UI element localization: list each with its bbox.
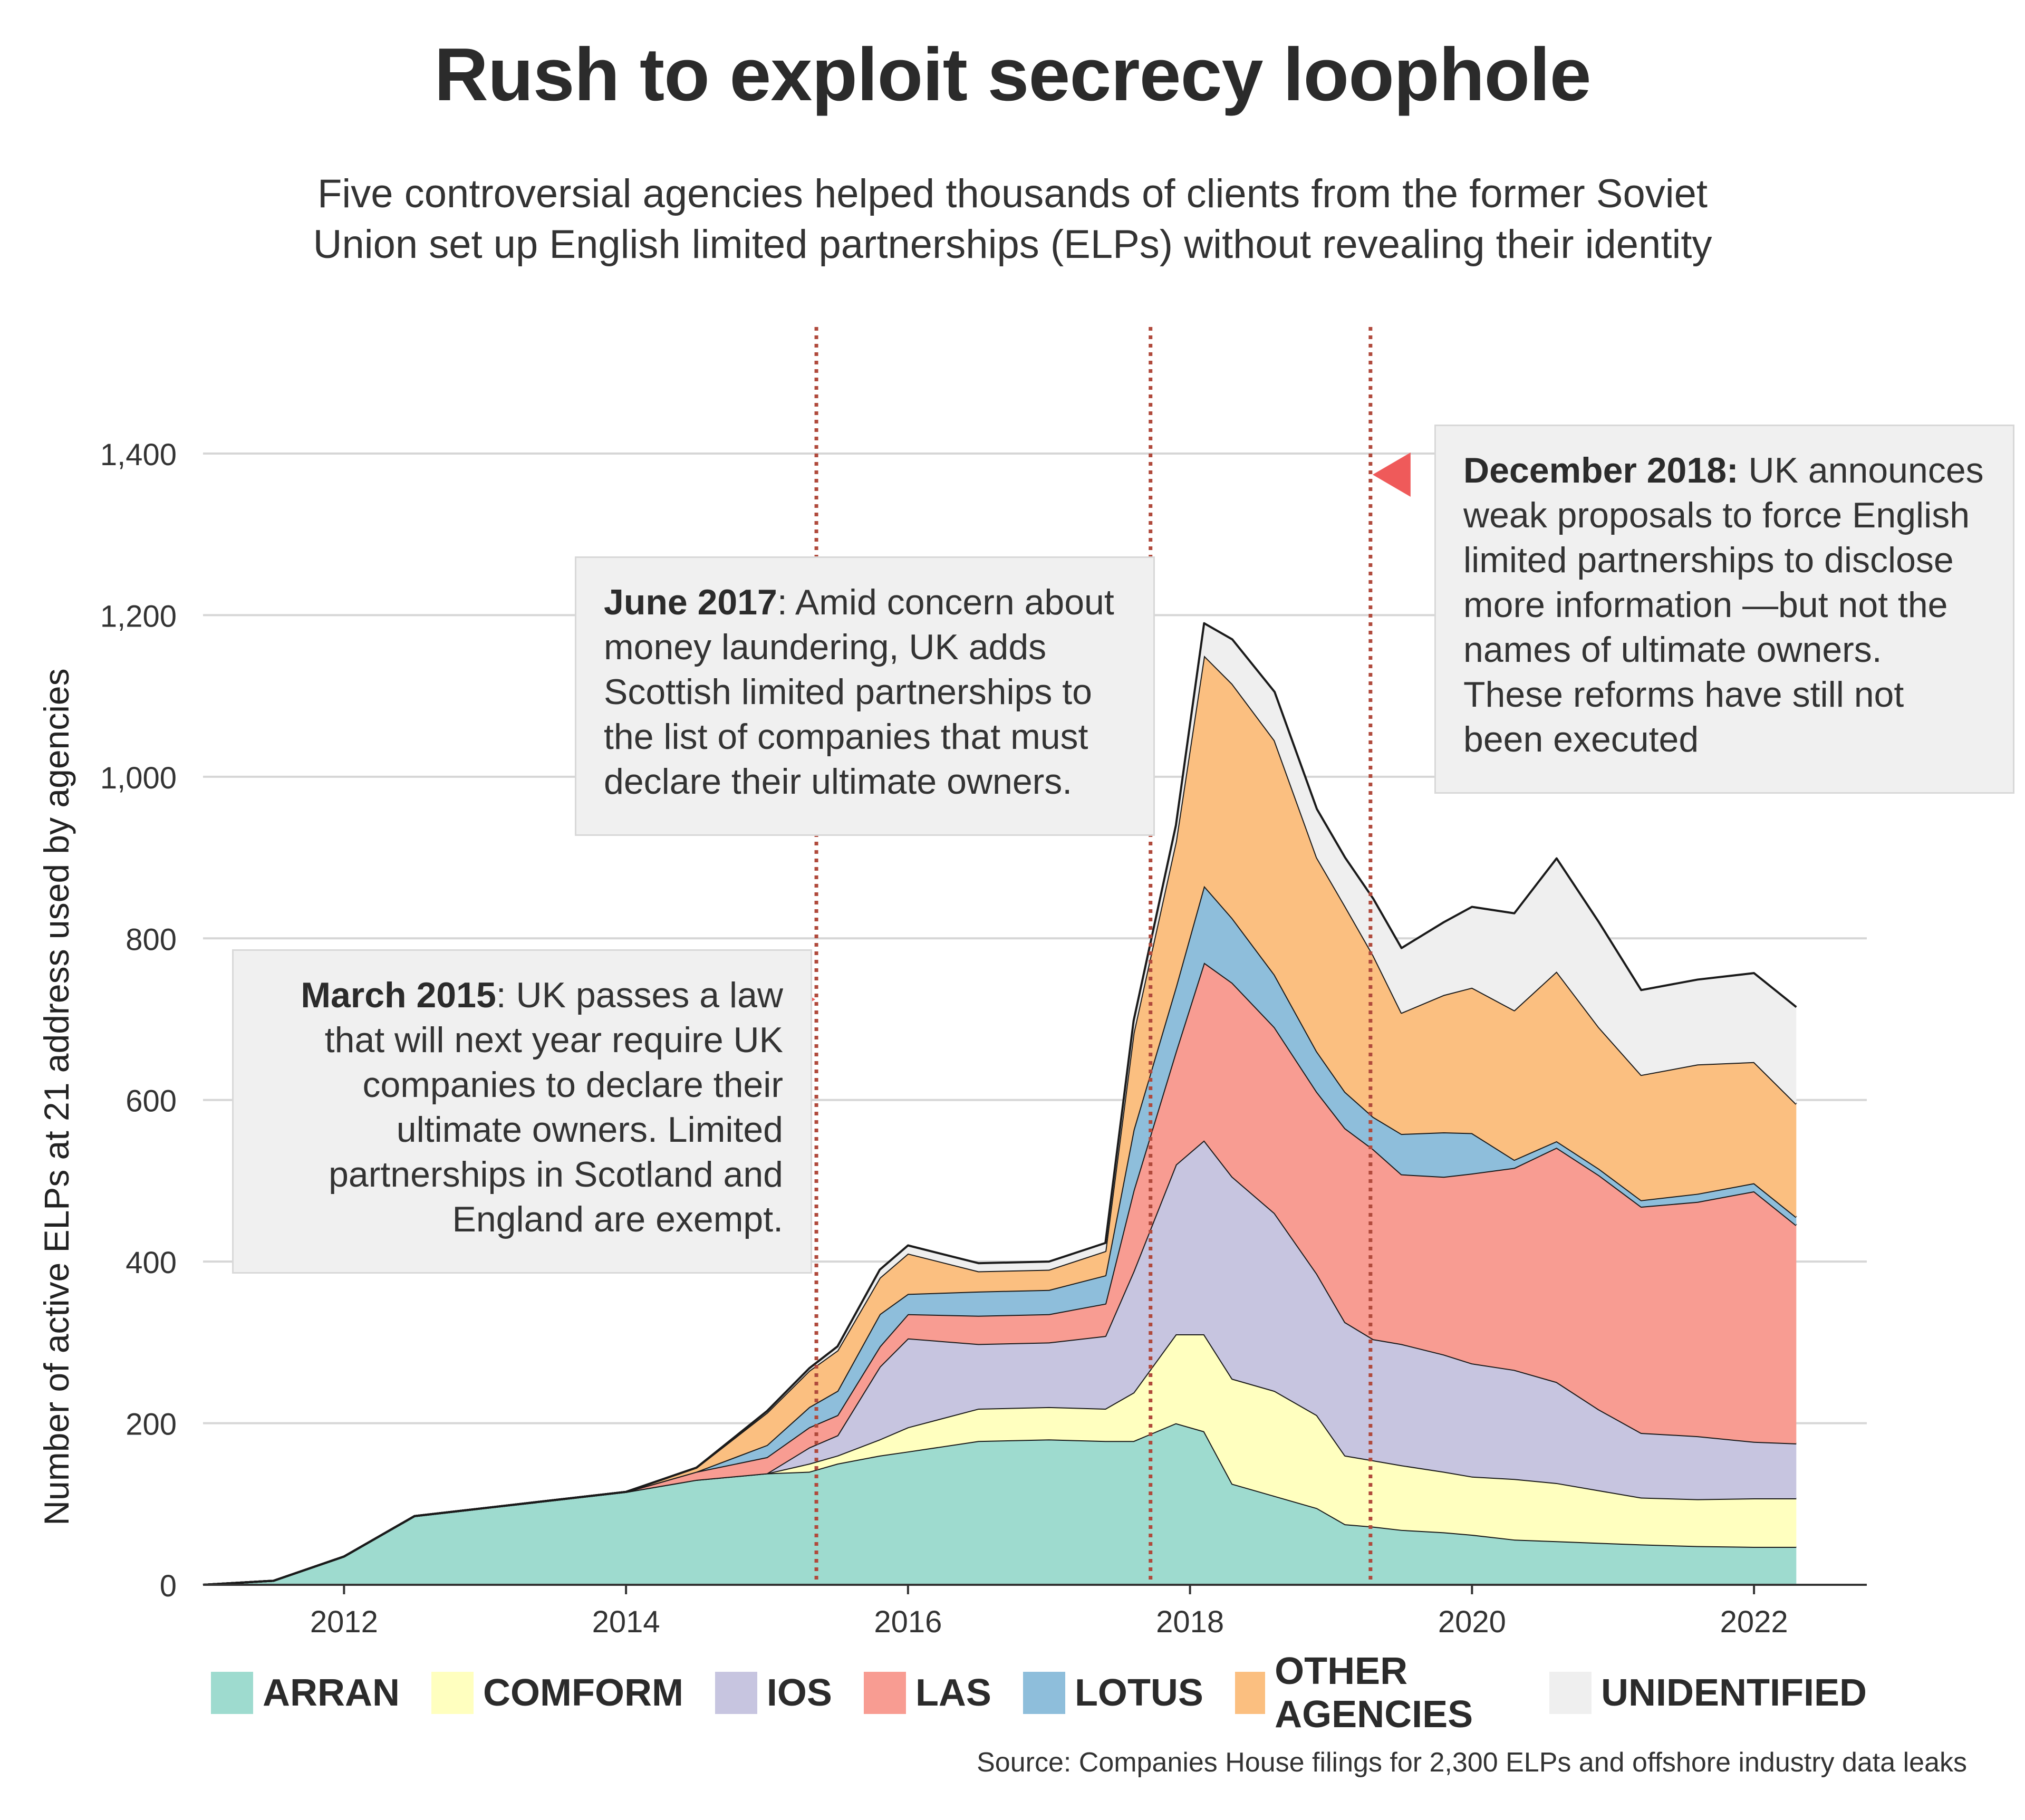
subtitle-line-2: Union set up English limited partnership… bbox=[313, 222, 1712, 267]
series-areas bbox=[202, 622, 1797, 1586]
y-axis-label: Number of active ELPs at 21 address used… bbox=[37, 668, 76, 1525]
annotation-december-2018: December 2018: UK announces weak proposa… bbox=[1434, 425, 2014, 794]
chart-title: Rush to exploit secrecy loophole bbox=[434, 33, 1591, 117]
legend-label: UNIDENTIFIED bbox=[1601, 1672, 1867, 1714]
source-note: Source: Companies House filings for 2,30… bbox=[977, 1747, 1967, 1778]
y-tick-label: 200 bbox=[126, 1408, 177, 1442]
legend-swatch bbox=[863, 1672, 906, 1714]
marker-december-2018 bbox=[1372, 452, 1411, 497]
annotation-june-2017-text: : Amid concern about money laundering, U… bbox=[604, 582, 1114, 802]
legend-label: ARRAN bbox=[263, 1672, 400, 1714]
y-tick-label: 400 bbox=[126, 1246, 177, 1280]
area-ios bbox=[203, 1140, 1797, 1585]
legend-item-ios: IOS bbox=[715, 1671, 832, 1715]
legend-label: LOTUS bbox=[1074, 1672, 1203, 1714]
x-tick-label: 2012 bbox=[310, 1605, 378, 1639]
area-arran bbox=[203, 1423, 1797, 1585]
legend-swatch bbox=[715, 1672, 757, 1714]
annotation-december-2018-text: UK announces weak proposals to force Eng… bbox=[1463, 450, 1984, 759]
legend-item-lotus: LOTUS bbox=[1023, 1671, 1203, 1715]
legend-item-unidentified: UNIDENTIFIED bbox=[1549, 1671, 1867, 1715]
legend-label: OTHER AGENCIES bbox=[1275, 1650, 1473, 1736]
x-tick-label: 2014 bbox=[592, 1605, 660, 1639]
annotation-march-2015-text: : UK passes a law that will next year re… bbox=[324, 975, 783, 1239]
legend-swatch bbox=[431, 1672, 474, 1714]
legend-item-comform: COMFORM bbox=[431, 1671, 683, 1715]
legend-label: IOS bbox=[766, 1672, 832, 1714]
legend-swatch bbox=[211, 1672, 253, 1714]
legend-item-arran: ARRAN bbox=[211, 1671, 400, 1715]
annotation-march-2015: March 2015: UK passes a law that will ne… bbox=[232, 949, 812, 1274]
x-tick-label: 2018 bbox=[1156, 1605, 1224, 1639]
x-tick-label: 2022 bbox=[1720, 1605, 1788, 1639]
area-comform bbox=[203, 1334, 1797, 1585]
legend-swatch bbox=[1549, 1672, 1592, 1714]
annotation-june-2017: June 2017: Amid concern about money laun… bbox=[575, 556, 1155, 836]
y-tick-label: 1,200 bbox=[100, 599, 177, 633]
legend-label: COMFORM bbox=[483, 1672, 683, 1714]
area-las bbox=[203, 962, 1797, 1585]
event-lines bbox=[814, 327, 1373, 1585]
area-other-agencies bbox=[203, 656, 1797, 1585]
y-tick-label: 1,400 bbox=[100, 438, 177, 472]
legend: ARRAN COMFORM IOS LAS LOTUS OTHER AGENCIES UNI… bbox=[211, 1650, 1898, 1736]
subtitle-line-1: Five controversial agencies helped thous… bbox=[317, 171, 1708, 216]
boundary-unidentified bbox=[202, 622, 1797, 1586]
y-tick-label: 1,000 bbox=[100, 761, 177, 795]
y-tick-label: 0 bbox=[160, 1569, 177, 1603]
chart-subtitle: Five controversial agencies helped thous… bbox=[0, 169, 2025, 270]
annotation-march-2015-date: March 2015 bbox=[301, 975, 496, 1015]
legend-item-other-agencies: OTHER AGENCIES bbox=[1235, 1650, 1518, 1736]
annotation-june-2017-date: June 2017 bbox=[604, 582, 777, 622]
legend-item-las: LAS bbox=[863, 1671, 991, 1715]
legend-swatch bbox=[1023, 1672, 1065, 1714]
legend-label: LAS bbox=[915, 1672, 991, 1714]
axes: 0 200 400 600 800 1,000 1,200 1,400 2012 2014 2016… bbox=[100, 438, 1867, 1639]
legend-swatch bbox=[1235, 1672, 1266, 1714]
x-tick-label: 2016 bbox=[874, 1605, 942, 1639]
y-tick-label: 600 bbox=[126, 1084, 177, 1119]
y-tick-label: 800 bbox=[126, 922, 177, 957]
annotation-december-2018-date: December 2018: bbox=[1463, 450, 1739, 490]
x-tick-label: 2020 bbox=[1438, 1605, 1506, 1639]
